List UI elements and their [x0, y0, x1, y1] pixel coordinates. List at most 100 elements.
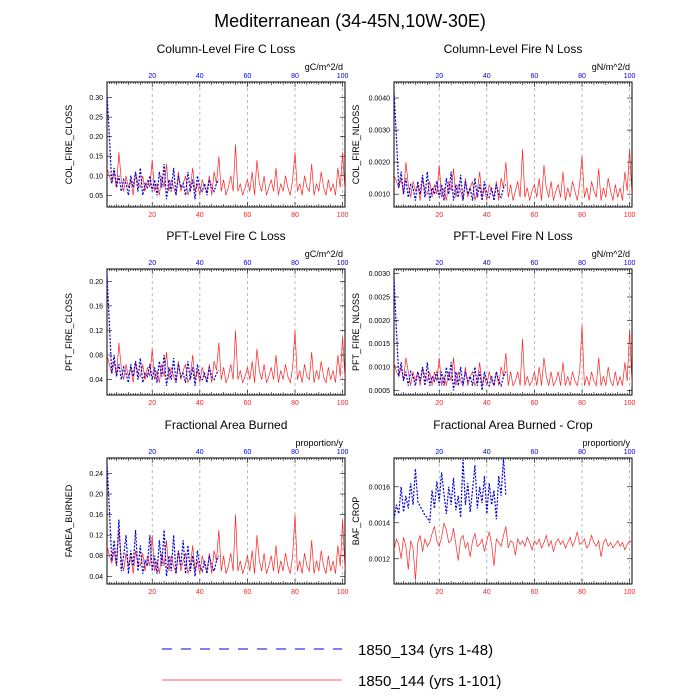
x-tick-label-top: 100 — [337, 449, 349, 456]
panel-5: Fractional Area Burned proportion/y FAREA_… — [64, 418, 349, 596]
y-axis-label: PFT_FIRE_CLOSS — [64, 293, 74, 371]
y-tick-label: 0.0030 — [369, 128, 391, 135]
units-label: proportion/y — [295, 438, 343, 448]
y-tick-label: 0.0005 — [369, 388, 391, 395]
legend: 1850_134 (yrs 1-48) 1850_144 (yrs 1-101) — [162, 642, 501, 690]
plot-frame — [106, 457, 346, 585]
x-tick-label-bottom: 20 — [148, 400, 156, 407]
y-axis-label: COL_FIRE_NLOSS — [351, 105, 361, 185]
plot-frame — [393, 457, 633, 585]
y-tick-label: 0.04 — [89, 574, 103, 581]
series-line-1850-144 — [394, 149, 632, 201]
y-tick-label: 0.16 — [89, 303, 103, 310]
panel-title: PFT-Level Fire C Loss — [166, 229, 285, 243]
y-tick-label: 0.0020 — [369, 160, 391, 167]
y-tick-label: 0.25 — [89, 115, 103, 122]
x-tick-label-top: 20 — [148, 260, 156, 267]
x-tick-label-top: 40 — [483, 449, 491, 456]
x-tick-label-top: 80 — [578, 449, 586, 456]
panel-title: Column-Level Fire N Loss — [444, 42, 583, 56]
y-tick-label: 0.30 — [89, 95, 103, 102]
panel-title: Column-Level Fire C Loss — [157, 42, 296, 56]
x-tick-label-bottom: 100 — [337, 400, 349, 407]
x-tick-label-top: 80 — [578, 260, 586, 267]
y-tick-label: 0.12 — [89, 533, 103, 540]
series-line-1850-134 — [107, 93, 220, 200]
x-tick-label-top: 60 — [244, 260, 252, 267]
y-tick-label: 0.0016 — [369, 484, 391, 491]
series-line-1850-134 — [394, 278, 507, 391]
x-tick-label-top: 100 — [337, 73, 349, 80]
y-tick-label: 0.04 — [89, 377, 103, 384]
x-tick-label-top: 60 — [531, 260, 539, 267]
plot-frame — [393, 81, 633, 208]
y-axis-label: PFT_FIRE_NLOSS — [351, 293, 361, 371]
x-tick-label-top: 20 — [148, 73, 156, 80]
y-tick-label: 0.12 — [89, 328, 103, 335]
x-tick-label-bottom: 60 — [531, 400, 539, 407]
x-tick-label-bottom: 20 — [435, 212, 443, 219]
units-label: gN/m^2/d — [592, 249, 630, 259]
x-tick-label-top: 100 — [624, 260, 636, 267]
panel-6: Fractional Area Burned - Crop proportion/… — [351, 418, 636, 596]
y-tick-label: 0.0010 — [369, 365, 391, 372]
y-tick-label: 0.0025 — [369, 295, 391, 302]
x-tick-label-bottom: 80 — [291, 400, 299, 407]
x-tick-label-top: 20 — [435, 449, 443, 456]
y-tick-label: 0.0012 — [369, 556, 391, 563]
x-tick-label-bottom: 80 — [578, 400, 586, 407]
y-axis-label: FAREA_BURNED — [64, 484, 74, 557]
y-tick-label: 0.0015 — [369, 341, 391, 348]
y-axis-label: BAF_CROP — [351, 497, 361, 546]
y-tick-label: 0.20 — [89, 134, 103, 141]
x-tick-label-top: 60 — [531, 449, 539, 456]
x-tick-label-top: 20 — [435, 260, 443, 267]
panels: Column-Level Fire C Loss gC/m^2/d COL_FIRE… — [64, 42, 636, 596]
x-tick-label-top: 80 — [578, 73, 586, 80]
x-tick-label-bottom: 100 — [624, 400, 636, 407]
panel-title: Fractional Area Burned - Crop — [433, 418, 593, 432]
x-tick-label-bottom: 100 — [624, 589, 636, 596]
x-tick-label-bottom: 100 — [337, 589, 349, 596]
x-tick-label-bottom: 60 — [244, 212, 252, 219]
panel-title: PFT-Level Fire N Loss — [453, 229, 572, 243]
x-tick-label-bottom: 20 — [148, 212, 156, 219]
series-line-1850-134 — [107, 275, 220, 386]
x-tick-label-bottom: 40 — [483, 400, 491, 407]
units-label: gN/m^2/d — [592, 62, 630, 72]
series-line-1850-144 — [394, 522, 632, 581]
panel-title: Fractional Area Burned — [165, 418, 288, 432]
y-tick-label: 0.15 — [89, 154, 103, 161]
x-tick-label-bottom: 60 — [244, 589, 252, 596]
x-tick-label-top: 80 — [291, 260, 299, 267]
x-tick-label-top: 60 — [244, 73, 252, 80]
y-tick-label: 0.0040 — [369, 96, 391, 103]
panel-1: Column-Level Fire C Loss gC/m^2/d COL_FIRE… — [64, 42, 349, 219]
x-tick-label-top: 100 — [337, 260, 349, 267]
x-tick-label-bottom: 40 — [483, 212, 491, 219]
x-tick-label-bottom: 80 — [291, 212, 299, 219]
x-tick-label-bottom: 40 — [483, 589, 491, 596]
y-tick-label: 0.0014 — [369, 520, 391, 527]
x-tick-label-bottom: 20 — [148, 589, 156, 596]
x-tick-label-bottom: 80 — [291, 589, 299, 596]
x-tick-label-bottom: 40 — [196, 212, 204, 219]
plot-frame — [393, 268, 633, 396]
series-line-1850-144 — [107, 514, 345, 574]
y-tick-label: 0.10 — [89, 173, 103, 180]
figure-title: Mediterranean (34-45N,10W-30E) — [214, 11, 486, 31]
series-line-1850-134 — [394, 458, 507, 524]
legend-label-1850-134: 1850_134 (yrs 1-48) — [358, 642, 493, 659]
units-label: gC/m^2/d — [305, 249, 343, 259]
x-tick-label-top: 60 — [531, 73, 539, 80]
x-tick-label-bottom: 100 — [624, 212, 636, 219]
x-tick-label-bottom: 40 — [196, 589, 204, 596]
panel-3: PFT-Level Fire C Loss gC/m^2/d PFT_FIRE_CL… — [64, 229, 349, 407]
x-tick-label-top: 80 — [291, 449, 299, 456]
x-tick-label-top: 20 — [435, 73, 443, 80]
y-tick-label: 0.0030 — [369, 271, 391, 278]
series-line-1850-144 — [394, 324, 632, 387]
y-tick-label: 0.05 — [89, 193, 103, 200]
x-tick-label-top: 40 — [196, 260, 204, 267]
series-line-1850-134 — [107, 463, 220, 577]
